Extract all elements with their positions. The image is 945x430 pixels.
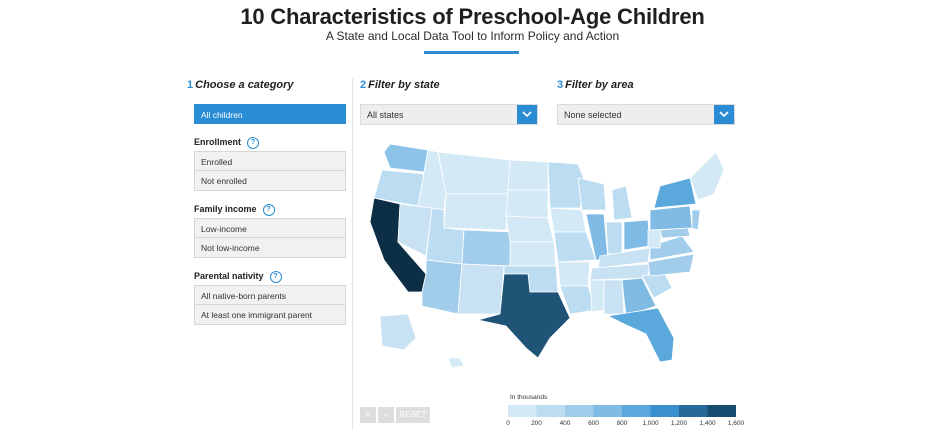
state-texas [477, 273, 571, 359]
title-underline [424, 51, 519, 54]
legend-tick-label: 1,600 [727, 420, 745, 427]
legend-tick-label: 1,400 [699, 420, 716, 427]
group-title: Parental nativity [194, 271, 264, 281]
category-low-income-button[interactable]: Low-income [194, 218, 346, 238]
legend-tick-label: 0 [506, 420, 510, 427]
state-virginia [649, 235, 695, 261]
legend-swatch [536, 405, 566, 417]
page-subtitle: A State and Local Data Tool to Inform Po… [325, 29, 620, 43]
state-arkansas [557, 261, 591, 287]
step-filter-area: 3 Filter by area [557, 79, 634, 91]
state-select-value: All states [367, 110, 404, 120]
state-mississippi [589, 279, 605, 313]
step-number: 2 [360, 79, 367, 91]
state-kansas [509, 241, 557, 267]
family-income-heading: Family income? [194, 203, 346, 216]
legend-tick-label: 200 [531, 420, 542, 427]
state-maryland [659, 227, 691, 239]
category-all-children-button[interactable]: All children [194, 104, 346, 124]
legend-swatch [622, 405, 651, 417]
state-select[interactable]: All states [360, 104, 538, 125]
step-label: Filter by area [565, 79, 634, 91]
area-select[interactable]: None selected [557, 104, 735, 125]
state-wyoming [443, 193, 509, 231]
legend-tick-label: 400 [559, 420, 571, 427]
category-native-born-button[interactable]: All native-born parents [194, 285, 346, 305]
chevron-down-icon[interactable] [714, 105, 734, 124]
column-divider [352, 78, 353, 430]
legend-swatch [565, 405, 594, 417]
legend-swatch [707, 405, 736, 417]
step-number: 3 [557, 79, 564, 91]
step-label: Choose a category [195, 79, 294, 91]
state-new-mexico [457, 263, 505, 315]
legend-tick-label: 1,200 [670, 420, 688, 427]
state-new-york [653, 177, 697, 209]
group-title: Enrollment [194, 137, 242, 147]
step-choose-category: 1 Choose a category [187, 79, 294, 91]
legend-swatch [679, 405, 708, 417]
legend-tick-label: 600 [588, 420, 599, 427]
state-south-dakota [505, 189, 549, 219]
enrollment-heading: Enrollment? [194, 136, 346, 149]
state-florida [607, 307, 675, 363]
reset-map-button[interactable]: RESET [396, 407, 430, 423]
state-new-england [689, 151, 725, 201]
state-alabama [603, 279, 625, 315]
category-enrolled-button[interactable]: Enrolled [194, 151, 346, 171]
category-not-enrolled-button[interactable]: Not enrolled [194, 171, 346, 191]
parental-nativity-heading: Parental nativity? [194, 270, 346, 283]
state-hawaii [447, 357, 465, 369]
state-new-jersey [691, 209, 701, 231]
state-wisconsin [577, 177, 607, 211]
state-indiana [605, 221, 623, 255]
state-north-dakota [507, 159, 549, 191]
legend-tick-label: 800 [616, 420, 628, 427]
legend-tick-label: 1,000 [642, 420, 659, 427]
page-title: 10 Characteristics of Preschool-Age Chil… [240, 4, 705, 29]
help-icon[interactable]: ? [247, 136, 260, 149]
zoom-in-button[interactable]: + [360, 407, 376, 423]
category-panel: All children Enrollment? Enrolled Not en… [194, 104, 346, 325]
state-georgia [621, 277, 657, 317]
state-montana [437, 151, 511, 195]
chevron-down-icon[interactable] [517, 105, 537, 124]
us-choropleth-map[interactable] [360, 138, 735, 378]
help-icon[interactable]: ? [269, 270, 282, 283]
legend-title: In thousands [510, 394, 548, 401]
state-west-virginia [647, 229, 663, 249]
legend-swatch [593, 405, 623, 417]
group-title: Family income [194, 204, 257, 214]
state-arizona [421, 259, 463, 315]
state-missouri [553, 231, 597, 263]
category-immigrant-parent-button[interactable]: At least one immigrant parent [194, 305, 346, 325]
state-iowa [549, 207, 587, 233]
help-icon[interactable]: ? [262, 203, 275, 216]
area-select-value: None selected [564, 110, 622, 120]
zoom-out-button[interactable]: - [378, 407, 394, 423]
category-not-low-income-button[interactable]: Not low-income [194, 238, 346, 258]
step-number: 1 [187, 79, 194, 91]
state-michigan [611, 185, 633, 221]
state-pennsylvania [649, 205, 693, 231]
legend-swatch [650, 405, 680, 417]
state-nebraska [505, 215, 555, 243]
legend-color-scale [508, 405, 736, 417]
state-ohio [623, 219, 651, 251]
state-colorado [461, 229, 513, 267]
state-washington [383, 143, 429, 173]
state-north-carolina [647, 253, 695, 277]
step-filter-state: 2 Filter by state [360, 79, 440, 91]
step-label: Filter by state [368, 79, 440, 91]
state-alaska [379, 313, 417, 351]
legend-swatch [508, 405, 537, 417]
